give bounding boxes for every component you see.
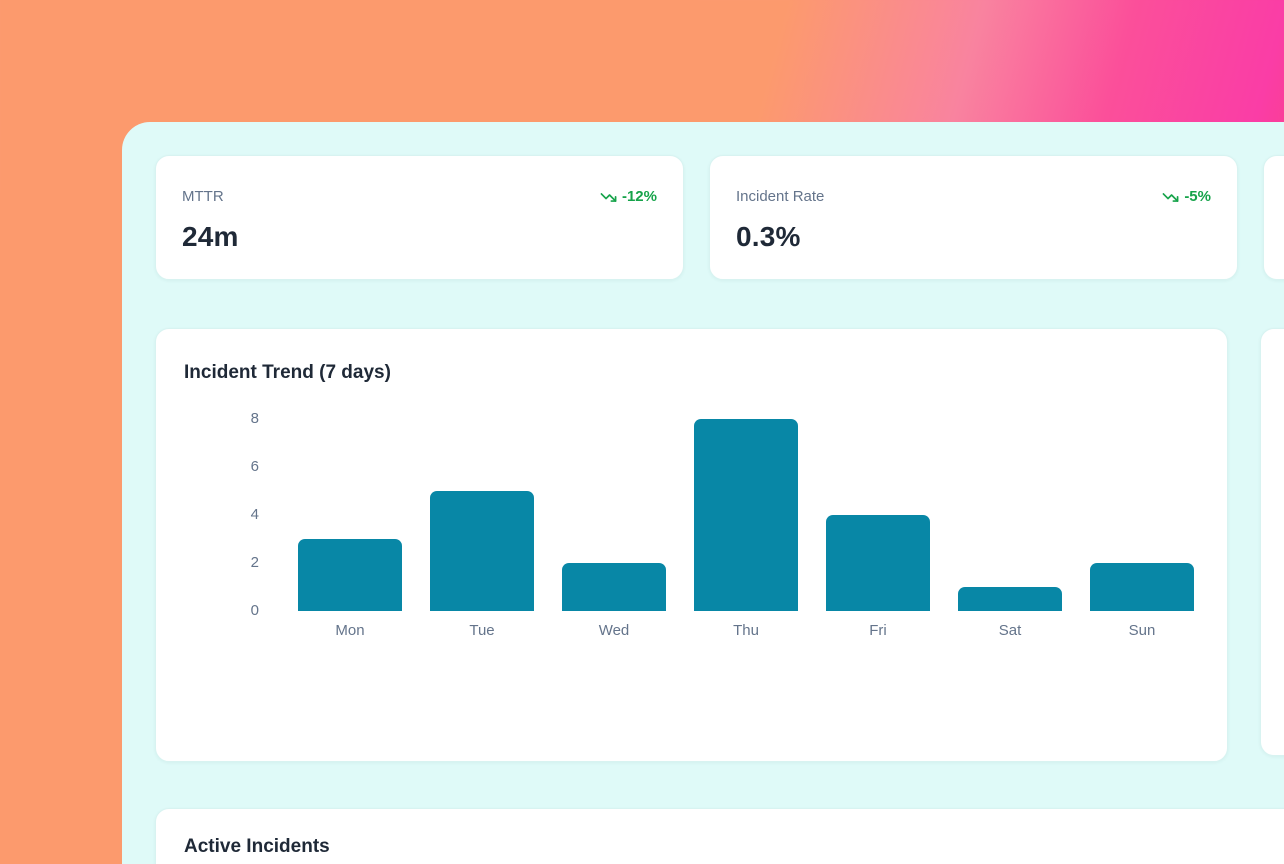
x-tick-label: Sun [1128, 622, 1156, 639]
active-incidents-title: Active Incidents [184, 836, 330, 857]
active-incidents-card: Active Incidents [155, 808, 1284, 864]
y-tick-label: 4 [250, 506, 259, 523]
incident-trend-card: Incident Trend (7 days) 0 2 4 6 8 Mon Tue Wed T… [155, 328, 1228, 762]
trend-badge: -12% [600, 187, 657, 207]
bar-slot-fri: Fri [812, 515, 944, 641]
chart-bar-fri [826, 515, 930, 611]
x-tick-label: Mon [335, 622, 365, 639]
chart-bar-mon [298, 539, 402, 611]
stat-card-partial [1263, 155, 1284, 280]
bar-slot-sun: Sun [1076, 563, 1208, 641]
chart-title: Incident Trend (7 days) [184, 362, 391, 383]
chart-bar-wed [562, 563, 666, 611]
trending-down-icon [600, 192, 617, 202]
stat-card-incident-rate: Incident Rate 0.3% -5% [709, 155, 1238, 280]
y-tick-label: 8 [250, 410, 259, 427]
stat-value: 0.3% [736, 221, 801, 252]
stat-card-mttr: MTTR 24m -12% [155, 155, 684, 280]
stat-label: Incident Rate [736, 188, 825, 205]
bar-slot-tue: Tue [416, 491, 548, 641]
stat-label: MTTR [182, 188, 224, 205]
chart-bar-tue [430, 491, 534, 611]
stats-row: MTTR 24m -12% Incident Rate 0.3% -5% [155, 155, 1284, 280]
chart-bars: Mon Tue Wed Thu Fri Sat Sun [284, 419, 1208, 641]
x-tick-label: Sat [998, 622, 1022, 639]
bar-slot-thu: Thu [680, 419, 812, 641]
chart-card-partial [1260, 328, 1284, 756]
y-tick-label: 2 [250, 554, 259, 571]
trending-down-icon [1162, 192, 1179, 202]
stat-value: 24m [182, 221, 239, 252]
dashboard-panel: MTTR 24m -12% Incident Rate 0.3% -5% Inc… [122, 122, 1284, 864]
trend-value: -5% [1184, 188, 1211, 205]
y-tick-label: 0 [250, 602, 259, 619]
charts-row: Incident Trend (7 days) 0 2 4 6 8 Mon Tue Wed T… [155, 328, 1284, 762]
chart-bar-sat [958, 587, 1062, 611]
bar-chart: 0 2 4 6 8 Mon Tue Wed Thu Fri Sat Sun [184, 410, 1199, 641]
trend-badge: -5% [1162, 187, 1211, 207]
bar-slot-mon: Mon [284, 539, 416, 641]
chart-y-axis: 0 2 4 6 8 [184, 410, 284, 619]
x-tick-label: Wed [598, 622, 630, 639]
bar-slot-sat: Sat [944, 587, 1076, 641]
x-tick-label: Tue [469, 622, 495, 639]
trend-value: -12% [621, 188, 657, 205]
x-tick-label: Thu [733, 622, 759, 639]
bar-slot-wed: Wed [548, 563, 680, 641]
chart-bar-thu [694, 419, 798, 611]
y-tick-label: 6 [250, 458, 259, 475]
chart-bar-sun [1090, 563, 1194, 611]
x-tick-label: Fri [869, 622, 887, 639]
